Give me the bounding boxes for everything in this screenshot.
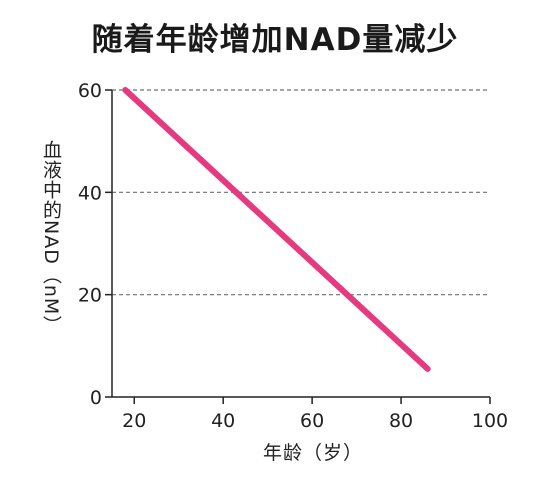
y-axis-label: 血液中的NAD（nM） [40,140,62,336]
y-tick-label: 40 [78,182,102,204]
x-tick-label: 80 [389,410,413,432]
x-tick-label: 60 [300,410,324,432]
y-tick-label: 20 [78,285,102,307]
y-tick-label: 0 [90,387,102,409]
chart-title: 随着年龄增加NAD量减少 [91,22,459,58]
series-line-0 [122,87,431,372]
x-tick-label: 20 [122,410,146,432]
y-tick-label: 60 [78,80,102,102]
x-tick-label: 40 [211,410,235,432]
x-axis-label: 年龄（岁） [263,442,364,464]
x-tick-label: 100 [472,410,508,432]
